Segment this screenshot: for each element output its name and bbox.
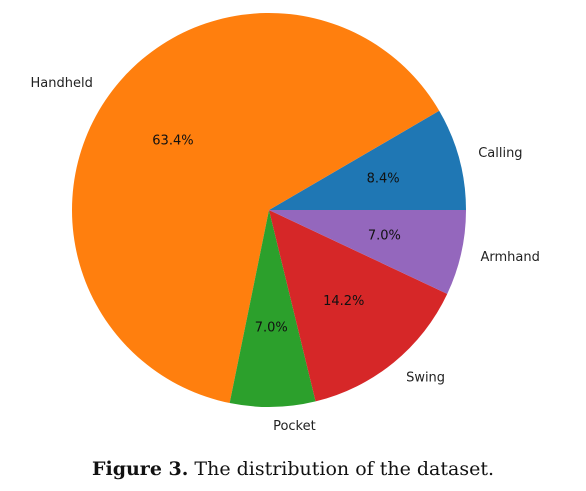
figure-caption: Figure 3. The distribution of the datase… — [0, 458, 586, 480]
pie-chart: 8.4% Calling 63.4% Handheld 7.0% Pocket 14.2% S… — [31, 12, 540, 434]
figure-caption-text: The distribution of the dataset. — [194, 458, 494, 480]
pie-slice-pocket — [229, 210, 316, 407]
pct-label-swing: 14.2% — [323, 294, 364, 309]
pct-label-armhand: 7.0% — [368, 228, 401, 243]
slice-label-calling: Calling — [478, 146, 522, 161]
slice-label-armhand: Armhand — [480, 250, 539, 265]
slice-label-handheld: Handheld — [31, 76, 93, 91]
figure-caption-label: Figure 3. — [92, 458, 189, 480]
pct-label-handheld: 63.4% — [152, 134, 193, 149]
pct-label-calling: 8.4% — [367, 172, 400, 187]
slice-label-pocket: Pocket — [273, 419, 316, 434]
pie-slice-calling — [269, 110, 466, 210]
pie-slice-armhand — [269, 210, 466, 294]
pie-slice-handheld — [71, 12, 440, 404]
slice-label-swing: Swing — [406, 370, 445, 385]
pie-slice-swing — [269, 210, 448, 402]
pct-label-pocket: 7.0% — [255, 321, 288, 336]
